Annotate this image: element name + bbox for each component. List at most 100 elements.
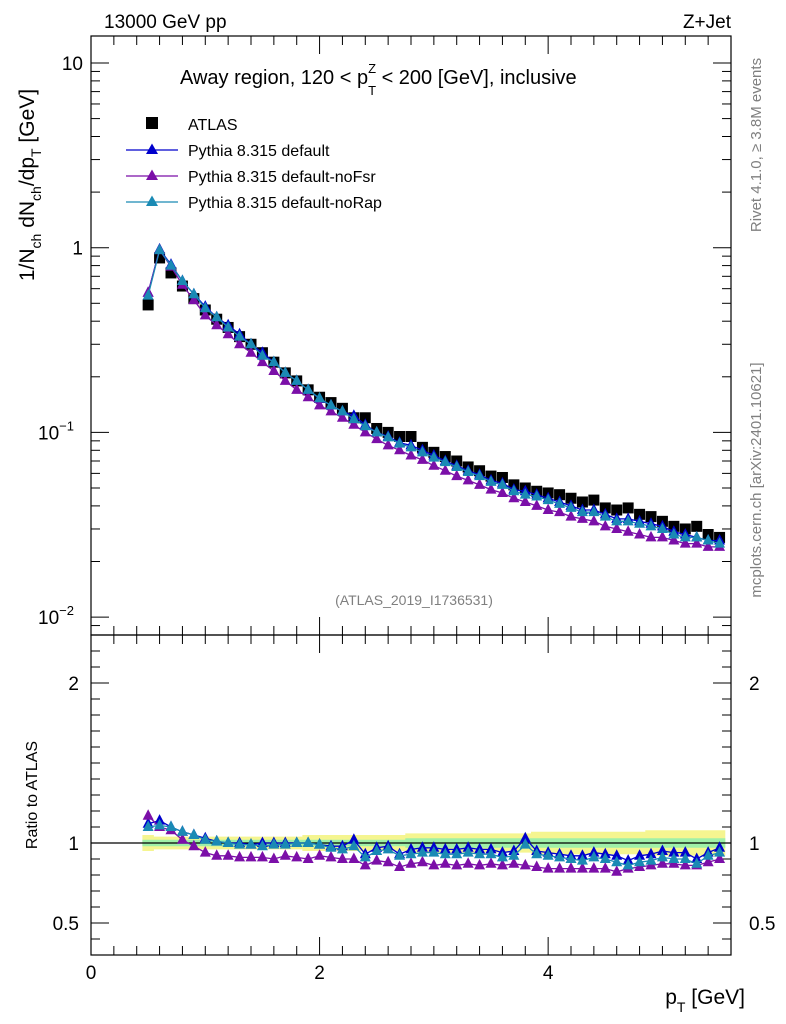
- data-point-nofsr: [462, 473, 474, 485]
- ratio-point-nofsr: [519, 858, 531, 870]
- ratio-point-norap: [599, 852, 611, 863]
- data-point-atlas: [576, 496, 588, 508]
- ratio-point-nofsr: [416, 855, 428, 867]
- legend-label-atlas: ATLAS: [188, 117, 238, 134]
- ratio-point-nofsr: [279, 849, 291, 860]
- data-point-norap: [234, 330, 246, 341]
- ratio-point-nofsr: [428, 858, 440, 870]
- data-point-nofsr: [576, 512, 588, 523]
- ratio-point-default: [668, 846, 680, 857]
- ratio-point-nofsr: [714, 852, 726, 863]
- y-tick-label: 10−1: [38, 418, 74, 444]
- data-point-norap: [519, 488, 531, 499]
- ratio-y-tick-label: 1: [68, 834, 79, 855]
- ratio-point-norap: [462, 846, 474, 857]
- data-point-nofsr: [371, 432, 383, 444]
- ratio-point-norap: [565, 852, 577, 863]
- ratio-y-tick-label: 0.5: [53, 914, 79, 935]
- data-point-nofsr: [554, 505, 566, 517]
- data-point-atlas: [565, 492, 577, 504]
- data-point-nofsr: [702, 540, 714, 551]
- data-point-atlas: [691, 520, 703, 532]
- legend-label-default: Pythia 8.315 default: [188, 143, 330, 160]
- ratio-point-nofsr: [245, 850, 257, 862]
- xlabel-b: [GeV]: [685, 986, 745, 1009]
- data-point-norap: [576, 505, 588, 517]
- ratio-frame: [90, 634, 732, 956]
- data-point-nofsr: [588, 514, 600, 526]
- data-point-atlas: [611, 504, 623, 516]
- data-point-norap: [485, 475, 497, 486]
- data-point-norap: [428, 451, 440, 462]
- data-point-norap: [588, 505, 600, 517]
- ratio-point-default: [611, 849, 623, 860]
- data-point-nofsr: [325, 404, 337, 416]
- main-ylabel: 1/Nch dNch/dpT [GeV]: [16, 89, 44, 281]
- legend-marker-atlas: [146, 117, 158, 129]
- ratio-point-norap: [394, 849, 406, 860]
- ratio-point-default: [679, 846, 691, 857]
- ylabel-c-sub: T: [28, 148, 44, 157]
- ratio-point-norap: [474, 847, 486, 859]
- main-axis-ticks: 10 1 10−1 10−2: [38, 36, 732, 636]
- data-point-norap: [199, 301, 211, 313]
- ylabel-b: dN: [16, 201, 39, 234]
- data-point-norap: [176, 274, 188, 286]
- data-point-nofsr: [611, 522, 623, 533]
- data-point-norap: [634, 517, 646, 528]
- process-label: Z+Jet: [683, 12, 732, 33]
- ratio-point-nofsr: [531, 860, 543, 871]
- data-point-norap: [165, 259, 177, 270]
- data-point-norap: [599, 510, 611, 521]
- data-point-nofsr: [234, 337, 246, 349]
- data-point-norap: [268, 355, 280, 367]
- data-point-norap: [451, 460, 463, 471]
- ratio-point-nofsr: [474, 858, 486, 870]
- data-point-atlas: [645, 511, 657, 523]
- ratio-point-norap: [371, 844, 383, 855]
- ratio-point-norap: [588, 850, 600, 862]
- ylabel-a: 1/N: [16, 248, 39, 281]
- data-point-norap: [382, 430, 394, 442]
- rivet-label: Rivet 4.1.0, ≥ 3.8M events: [748, 58, 765, 232]
- data-point-nofsr: [348, 418, 360, 429]
- data-point-nofsr: [336, 411, 348, 422]
- data-point-norap: [245, 337, 257, 349]
- data-point-norap: [496, 478, 508, 489]
- x-tick-label: 0: [86, 963, 97, 984]
- ratio-point-norap: [531, 847, 543, 859]
- data-point-norap: [302, 383, 314, 394]
- ratio-point-default: [634, 849, 646, 860]
- data-point-nofsr: [314, 398, 326, 410]
- data-point-nofsr: [679, 537, 691, 548]
- data-point-nofsr: [645, 530, 657, 542]
- ratio-point-nofsr: [382, 855, 394, 867]
- data-point-nofsr: [439, 464, 451, 475]
- ratio-point-norap: [405, 847, 417, 859]
- ratio-y-tick-label-right: 2: [749, 674, 760, 695]
- xlabel-sub: T: [677, 999, 686, 1015]
- data-point-norap: [371, 425, 383, 437]
- data-point-norap: [439, 455, 451, 467]
- data-point-nofsr: [634, 528, 646, 539]
- ratio-point-nofsr: [359, 858, 371, 870]
- ratio-point-nofsr: [291, 850, 303, 862]
- data-point-norap: [416, 445, 428, 457]
- ratio-ylabel: Ratio to ATLAS: [24, 741, 41, 849]
- data-point-norap: [336, 404, 348, 416]
- data-point-nofsr: [222, 327, 234, 339]
- xlabel-a: p: [665, 986, 677, 1009]
- data-point-nofsr: [542, 503, 554, 515]
- main-panel: [91, 36, 731, 635]
- ratio-point-norap: [485, 847, 497, 859]
- ratio-point-norap: [382, 842, 394, 854]
- x-tick-label: 4: [543, 963, 554, 984]
- ratio-point-norap: [439, 847, 451, 859]
- data-point-norap: [565, 501, 577, 512]
- data-point-norap: [405, 440, 417, 452]
- ratio-point-norap: [336, 842, 348, 854]
- data-point-nofsr: [211, 318, 223, 330]
- ratio-point-norap: [222, 836, 234, 847]
- ratio-point-nofsr: [656, 857, 668, 868]
- data-point-atlas: [405, 431, 417, 443]
